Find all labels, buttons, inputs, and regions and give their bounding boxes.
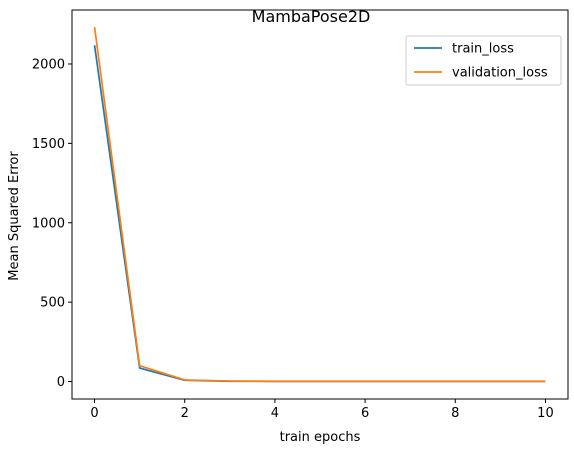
y-tick-label: 500 bbox=[40, 296, 65, 311]
x-tick-label: 8 bbox=[451, 406, 459, 421]
legend-label-train_loss: train_loss bbox=[452, 42, 514, 57]
legend: train_loss validation_loss bbox=[405, 35, 562, 86]
plot-frame bbox=[71, 9, 569, 400]
series-line-train_loss bbox=[93, 45, 546, 383]
x-axis-ticks: 0 2 4 6 8 10 bbox=[90, 399, 554, 421]
chart-title: MambaPose2D bbox=[252, 7, 371, 26]
x-tick-label: 4 bbox=[271, 406, 279, 421]
x-tick-label: 10 bbox=[537, 406, 554, 421]
x-tick-label: 0 bbox=[90, 406, 98, 421]
x-tick-label: 6 bbox=[361, 406, 369, 421]
x-axis-label: train epochs bbox=[280, 430, 361, 445]
y-tick-label: 2000 bbox=[32, 57, 65, 72]
x-tick-label: 2 bbox=[181, 406, 189, 421]
plot-area bbox=[93, 27, 546, 383]
legend-box bbox=[405, 35, 562, 86]
y-tick-label: 1500 bbox=[32, 137, 65, 152]
series-line-validation_loss bbox=[93, 27, 546, 383]
y-tick-label: 1000 bbox=[32, 216, 65, 231]
y-axis-label: Mean Squared Error bbox=[7, 151, 22, 281]
legend-label-validation_loss: validation_loss bbox=[452, 66, 548, 81]
y-axis-ticks: 0 500 1000 1500 2000 bbox=[32, 57, 72, 390]
y-tick-label: 0 bbox=[57, 375, 65, 390]
